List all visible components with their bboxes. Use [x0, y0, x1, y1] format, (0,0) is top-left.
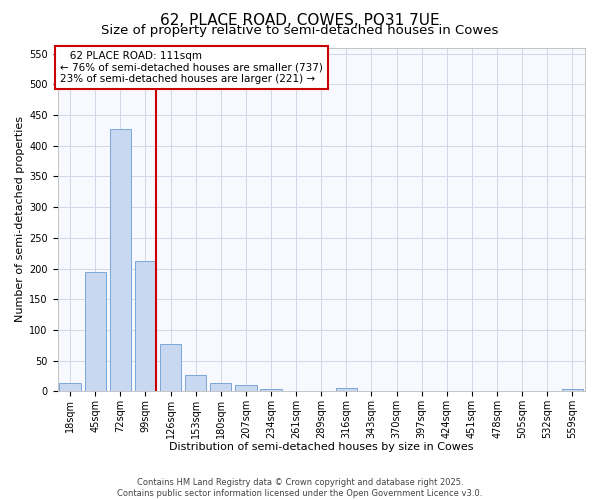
Bar	[160, 344, 181, 392]
Text: 62 PLACE ROAD: 111sqm
← 76% of semi-detached houses are smaller (737)
23% of sem: 62 PLACE ROAD: 111sqm ← 76% of semi-deta…	[60, 51, 323, 84]
X-axis label: Distribution of semi-detached houses by size in Cowes: Distribution of semi-detached houses by …	[169, 442, 473, 452]
Bar	[562, 389, 583, 392]
Bar	[336, 388, 357, 392]
Bar	[110, 128, 131, 392]
Text: Contains HM Land Registry data © Crown copyright and database right 2025.
Contai: Contains HM Land Registry data © Crown c…	[118, 478, 482, 498]
Bar	[210, 384, 232, 392]
Bar	[85, 272, 106, 392]
Y-axis label: Number of semi-detached properties: Number of semi-detached properties	[15, 116, 25, 322]
Bar	[235, 385, 257, 392]
Bar	[260, 390, 281, 392]
Bar	[135, 261, 156, 392]
Bar	[59, 382, 81, 392]
Bar	[185, 374, 206, 392]
Text: 62, PLACE ROAD, COWES, PO31 7UE: 62, PLACE ROAD, COWES, PO31 7UE	[160, 13, 440, 28]
Text: Size of property relative to semi-detached houses in Cowes: Size of property relative to semi-detach…	[101, 24, 499, 37]
